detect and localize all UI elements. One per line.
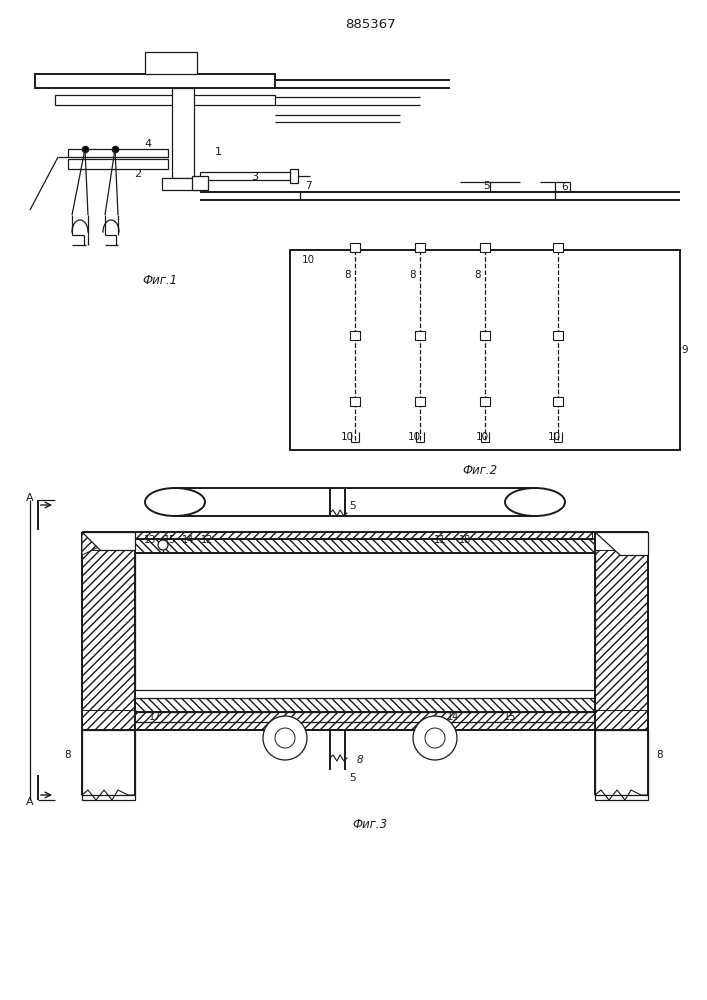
- Bar: [350, 331, 360, 340]
- Bar: [415, 243, 425, 252]
- Text: 8: 8: [409, 270, 416, 280]
- Bar: [480, 397, 490, 406]
- Polygon shape: [600, 532, 648, 555]
- Circle shape: [413, 716, 457, 760]
- Text: 8: 8: [64, 750, 71, 760]
- Bar: [200, 172, 295, 180]
- Bar: [192, 176, 208, 190]
- Bar: [553, 331, 563, 340]
- Bar: [553, 243, 563, 252]
- Bar: [172, 88, 194, 178]
- Bar: [135, 550, 595, 690]
- Bar: [290, 250, 680, 450]
- Text: 10: 10: [547, 432, 561, 442]
- Circle shape: [425, 728, 445, 748]
- Text: 13: 13: [144, 535, 156, 545]
- Bar: [415, 397, 425, 406]
- Bar: [82, 730, 135, 800]
- Bar: [135, 698, 595, 712]
- Text: 10: 10: [302, 255, 315, 265]
- Text: 9: 9: [682, 345, 689, 355]
- Text: 18: 18: [459, 535, 471, 545]
- Text: 8: 8: [345, 270, 351, 280]
- Bar: [82, 550, 135, 710]
- Text: 14: 14: [447, 712, 459, 722]
- Polygon shape: [82, 532, 130, 555]
- Text: 885367: 885367: [345, 18, 395, 31]
- Bar: [82, 710, 648, 730]
- Text: А: А: [26, 493, 34, 503]
- Text: 15: 15: [164, 535, 176, 545]
- Text: 4: 4: [144, 139, 151, 149]
- Bar: [68, 149, 168, 157]
- Text: 15: 15: [504, 712, 516, 722]
- Text: 10: 10: [407, 432, 421, 442]
- Text: 2: 2: [134, 169, 141, 179]
- Bar: [480, 331, 490, 340]
- Circle shape: [263, 716, 307, 760]
- Text: 3: 3: [252, 172, 259, 182]
- Text: 1: 1: [214, 147, 221, 157]
- Circle shape: [158, 540, 168, 550]
- Bar: [415, 331, 425, 340]
- Text: 16: 16: [89, 533, 101, 543]
- Text: 8: 8: [474, 270, 481, 280]
- Text: А: А: [26, 797, 34, 807]
- Text: 8: 8: [657, 750, 663, 760]
- Bar: [68, 159, 168, 169]
- Circle shape: [275, 728, 295, 748]
- Text: 8: 8: [357, 755, 363, 765]
- Bar: [553, 397, 563, 406]
- Text: 5: 5: [350, 773, 356, 783]
- Text: 5: 5: [484, 181, 491, 191]
- Text: 12: 12: [201, 535, 214, 545]
- Text: Фиг.3: Фиг.3: [352, 818, 387, 832]
- Text: 7: 7: [305, 181, 311, 191]
- Bar: [595, 550, 648, 710]
- Polygon shape: [82, 532, 135, 550]
- Bar: [135, 539, 595, 553]
- Bar: [350, 243, 360, 252]
- Ellipse shape: [145, 488, 205, 516]
- Text: 14: 14: [182, 535, 194, 545]
- Ellipse shape: [505, 488, 565, 516]
- Bar: [350, 397, 360, 406]
- Bar: [290, 169, 298, 183]
- Text: 5: 5: [350, 501, 356, 511]
- Bar: [480, 243, 490, 252]
- Text: 11: 11: [434, 535, 446, 545]
- Bar: [145, 52, 197, 74]
- Text: 10: 10: [475, 432, 489, 442]
- Text: Фиг.1: Фиг.1: [142, 273, 177, 286]
- Text: 6: 6: [561, 182, 568, 192]
- Bar: [55, 95, 275, 105]
- Text: 17: 17: [148, 712, 161, 722]
- Bar: [35, 74, 275, 88]
- Bar: [82, 532, 592, 550]
- Text: 10: 10: [341, 432, 354, 442]
- Polygon shape: [595, 532, 648, 555]
- Bar: [595, 730, 648, 800]
- Bar: [162, 178, 204, 190]
- Text: Фиг.2: Фиг.2: [462, 464, 498, 477]
